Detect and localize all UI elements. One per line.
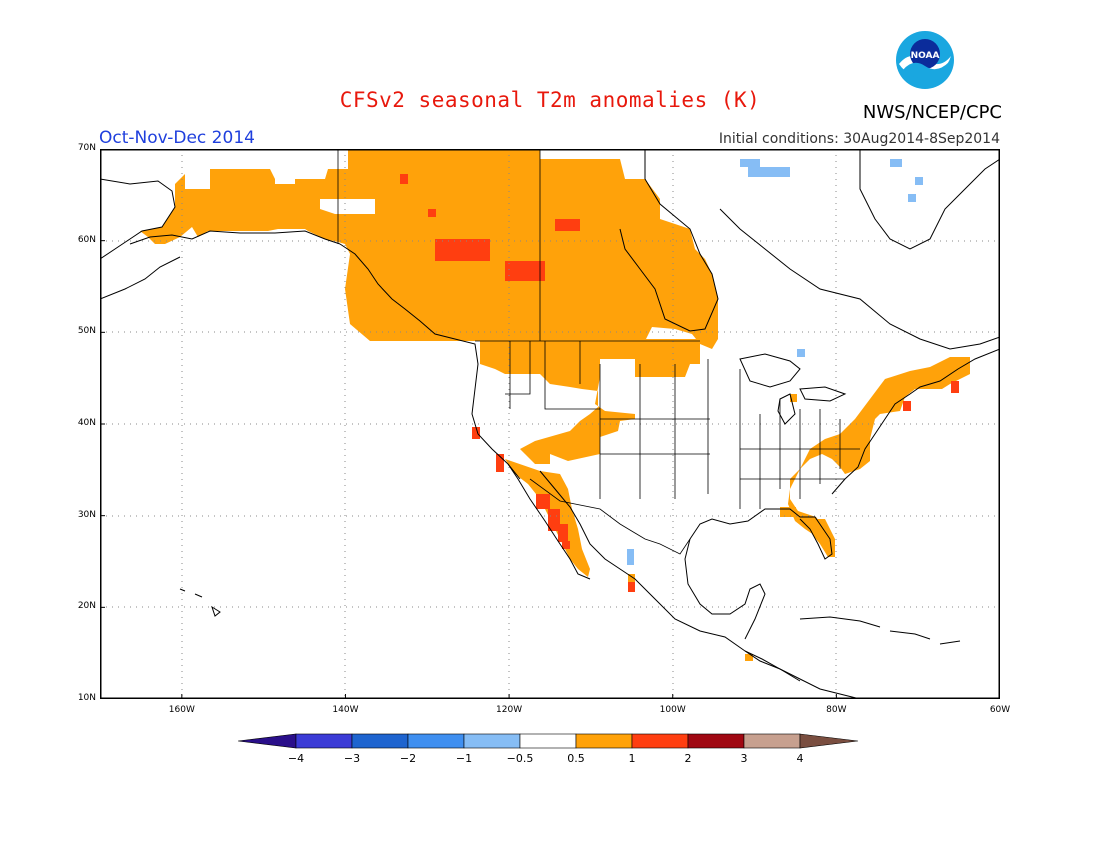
political-borders: [337, 149, 860, 555]
anomaly-cell-red: [903, 401, 911, 411]
anomaly-field-east-coast: [788, 357, 970, 539]
latitude-label: 20N: [77, 601, 96, 612]
axis-ticks: [100, 149, 1000, 699]
colorbar-label: −0.5: [507, 752, 534, 765]
anomaly-field-western-us: [480, 339, 700, 464]
anomaly-cell-red: [496, 454, 504, 472]
latitude-label: 60N: [77, 234, 96, 245]
anomaly-cell-orange: [628, 574, 635, 582]
logo-text: NOAA: [911, 51, 940, 61]
anomaly-field-gulf: [780, 507, 796, 517]
anomaly-cell-red: [555, 219, 580, 231]
colorbar-label: −3: [344, 752, 360, 765]
colorbar-bin: [238, 733, 297, 749]
latitude-label: 40N: [77, 418, 96, 428]
latitude-label: 10N: [77, 693, 96, 703]
colorbar-bin: [687, 733, 745, 749]
anomaly-cell-red: [628, 582, 635, 592]
anomaly-cell-red: [548, 509, 560, 531]
coastlines: [100, 149, 1000, 699]
colorbar: −4 −3 −2 −1 −0.5 0.5 1 2 3 4: [238, 733, 859, 765]
canada-lake-gap: [600, 359, 635, 377]
anomaly-cell-red: [562, 541, 570, 549]
initial-conditions: Initial conditions: 30Aug2014-8Sep2014: [718, 131, 1000, 147]
anomaly-fields: [140, 149, 970, 661]
canada-lake-gap: [185, 169, 210, 189]
anomaly-cell-red: [400, 174, 408, 184]
colorbar-label: 4: [797, 752, 804, 765]
anomaly-cell-red: [536, 494, 550, 509]
colorbar-bin: [407, 733, 465, 749]
longitude-label: 100W: [659, 705, 686, 715]
anomaly-cell-red: [951, 381, 959, 393]
colorbar-label: −1: [456, 752, 472, 765]
colorbar-label: 1: [629, 752, 636, 765]
agency-label: NWS/NCEP/CPC: [862, 102, 1002, 123]
longitude-label: 80W: [826, 705, 847, 715]
colorbar-bin: [519, 733, 577, 749]
gridlines: [100, 149, 1000, 699]
anomaly-cell-red: [428, 209, 436, 217]
anomaly-map: [100, 149, 1000, 699]
colorbar-label: −2: [400, 752, 416, 765]
anomaly-field-baffin-blue: [740, 159, 790, 177]
anomaly-cell-blue: [908, 194, 916, 202]
anomaly-cell-red: [435, 239, 490, 261]
anomaly-cell-blue: [627, 549, 634, 565]
longitude-label: 120W: [496, 705, 523, 715]
noaa-logo: NOAA: [896, 31, 954, 89]
forecast-period: Oct-Nov-Dec 2014: [99, 128, 255, 148]
latitude-label: 70N: [77, 143, 96, 153]
canada-lake-gap: [275, 169, 295, 184]
anomaly-cell-blue: [890, 159, 902, 167]
anomaly-cell-orange: [790, 394, 797, 402]
anomaly-cell-blue: [797, 349, 805, 357]
anomaly-field-florida: [812, 519, 835, 557]
longitude-label: 60W: [989, 705, 1011, 715]
anomaly-cell-red: [505, 261, 545, 281]
colorbar-bin: [631, 733, 689, 749]
colorbar-bin: [743, 733, 801, 749]
anomaly-cell-red: [472, 427, 480, 439]
latitude-label: 50N: [77, 326, 96, 337]
longitude-label: 160W: [168, 705, 195, 715]
anomaly-cell-blue: [915, 177, 923, 185]
anomaly-cell-orange: [745, 654, 753, 661]
longitude-label: 140W: [332, 705, 359, 715]
colorbar-bin: [351, 733, 409, 749]
chart-title: CFSv2 seasonal T2m anomalies (K): [339, 88, 761, 112]
colorbar-bin: [799, 733, 859, 749]
colorbar-bin: [295, 733, 353, 749]
colorbar-bin: [463, 733, 521, 749]
colorbar-label: 3: [741, 752, 748, 765]
colorbar-label: 2: [685, 752, 692, 765]
latitude-label: 30N: [77, 509, 96, 520]
colorbar-label: −4: [288, 752, 304, 765]
colorbar-label: 0.5: [567, 752, 585, 765]
anomaly-cell-red: [558, 524, 568, 542]
anomaly-field-canada: [140, 149, 718, 349]
colorbar-bin: [575, 733, 633, 749]
canada-lake-gap: [320, 199, 375, 214]
